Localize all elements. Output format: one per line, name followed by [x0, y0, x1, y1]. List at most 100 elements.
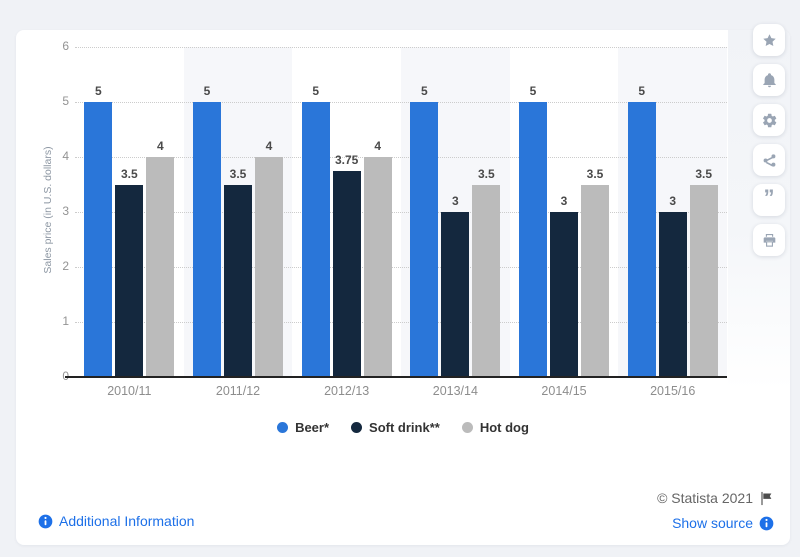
bar: [472, 184, 501, 377]
bar: [84, 102, 113, 377]
bar: [363, 157, 392, 377]
bar: [441, 212, 470, 377]
category-slot: 5 3.5 4: [183, 47, 293, 377]
category-slot: 5 3 3.5: [401, 47, 510, 377]
flag-icon: [761, 491, 772, 505]
bar-value-label: 3.5: [586, 166, 604, 181]
bar-group-item: 3.5: [472, 166, 501, 377]
bar-value-label: 5: [312, 84, 320, 98]
x-axis-label: 2015/16: [650, 384, 696, 398]
x-axis-line: [65, 376, 727, 378]
bar-value-label: 4: [374, 139, 382, 153]
x-axis-label: 2012/13: [324, 384, 370, 398]
bar-group-item: 3: [658, 194, 687, 377]
info-icon: [38, 514, 53, 528]
bar-group-item: 5: [193, 84, 221, 377]
category-slot: 5 3 3.5: [618, 47, 728, 377]
bar: [410, 102, 439, 377]
bar-group-item: 3: [441, 194, 470, 377]
star-icon: [762, 33, 777, 48]
bar-value-label: 3: [560, 194, 568, 208]
bar: [193, 102, 221, 377]
bar-value-label: 3: [669, 194, 677, 208]
bar: [301, 102, 330, 377]
additional-information-label: Additional Information: [59, 513, 195, 529]
bar-value-label: 5: [203, 84, 211, 98]
gear-button[interactable]: [753, 104, 785, 136]
bar-value-label: 3.5: [478, 166, 495, 181]
category-slot: 5 3.5 4: [75, 47, 184, 377]
x-axis-labels: 2010/11 2011/12 2012/13 2013/14 2014/15 2015/…: [75, 384, 727, 398]
bar: [332, 170, 361, 377]
bar-value-label: 5: [638, 84, 646, 98]
quote-icon: ”: [763, 184, 775, 210]
bar: [627, 102, 656, 377]
legend-dot: [277, 422, 289, 433]
show-source-link[interactable]: Show source: [657, 515, 774, 531]
bar-value-label: 3.5: [120, 166, 138, 181]
legend-item[interactable]: Hot dog: [461, 420, 529, 435]
bar: [689, 184, 718, 377]
bar-group-item: 5: [627, 84, 656, 377]
legend-label: Beer*: [295, 420, 330, 435]
y-tick-label: 3: [62, 204, 69, 218]
bar: [255, 157, 283, 377]
source-block: © Statista 2021 Show source: [657, 490, 774, 531]
copyright-text: © Statista 2021: [657, 490, 753, 506]
print-button[interactable]: [753, 224, 785, 256]
legend-item[interactable]: Soft drink**: [351, 420, 440, 435]
bar-value-label: 4: [265, 139, 273, 153]
bar-value-label: 3.5: [695, 166, 713, 181]
legend-item[interactable]: Beer*: [277, 420, 329, 435]
bar-group-item: 3.5: [115, 166, 144, 377]
legend: Beer* Soft drink** Hot dog: [16, 420, 790, 435]
bar-group-item: 5: [301, 84, 330, 377]
bar: [146, 157, 175, 377]
bar: [224, 184, 252, 377]
legend-dot: [351, 422, 363, 433]
bar-group-item: 3.5: [689, 166, 718, 377]
bar-group-item: 3.5: [581, 166, 610, 377]
bar-group-item: 5: [84, 84, 113, 377]
legend-label: Soft drink**: [369, 420, 440, 435]
y-tick-label: 6: [62, 39, 69, 53]
bar: [550, 212, 579, 377]
x-axis-label: 2013/14: [432, 384, 478, 398]
bar-group-item: 3.5: [224, 167, 252, 377]
additional-information-link[interactable]: Additional Information: [38, 513, 194, 529]
bar-group-item: 5: [410, 84, 439, 377]
quote-button[interactable]: ”: [753, 184, 785, 216]
bell-button[interactable]: [753, 64, 785, 96]
print-icon: [762, 233, 777, 248]
chart-card: Sales price (in U.S. dollars) 0123456 53…: [16, 30, 790, 545]
legend-dot: [461, 422, 473, 433]
share-button[interactable]: [753, 144, 785, 176]
bell-icon: [762, 72, 777, 88]
y-tick-label: 1: [62, 314, 69, 328]
bar: [115, 184, 144, 377]
category-slot: 5 3 3.5: [510, 47, 619, 377]
share-toolbar: ”: [753, 24, 785, 256]
star-button[interactable]: [753, 24, 785, 56]
show-source-label: Show source: [672, 515, 753, 531]
bar-group-item: 4: [363, 139, 392, 377]
category-slot: 5 3.75 4: [292, 47, 401, 377]
legend-label: Hot dog: [479, 420, 529, 435]
y-tick-label: 5: [62, 94, 69, 108]
bar-group-item: 3.75: [332, 153, 361, 377]
bar-value-label: 5: [421, 84, 428, 98]
bar-group-item: 4: [146, 139, 175, 377]
y-tick-label: 4: [62, 149, 69, 163]
bar-chart: Sales price (in U.S. dollars) 0123456 53…: [16, 30, 790, 410]
plot-area: 5 3.5 4 5 3.5 4 5 3.75 4 5 3 3.5 5 3 3.5 5 3 3.5: [65, 47, 728, 378]
share-icon: [762, 153, 777, 168]
gear-icon: [762, 113, 777, 128]
x-axis-label: 2011/12: [215, 384, 261, 398]
x-axis-label: 2010/11: [107, 384, 152, 398]
info-icon: [759, 516, 774, 530]
bar-value-label: 3: [452, 194, 459, 208]
bar-value-label: 5: [529, 84, 537, 98]
bar-group-item: 5: [519, 84, 548, 377]
bar: [658, 212, 687, 377]
